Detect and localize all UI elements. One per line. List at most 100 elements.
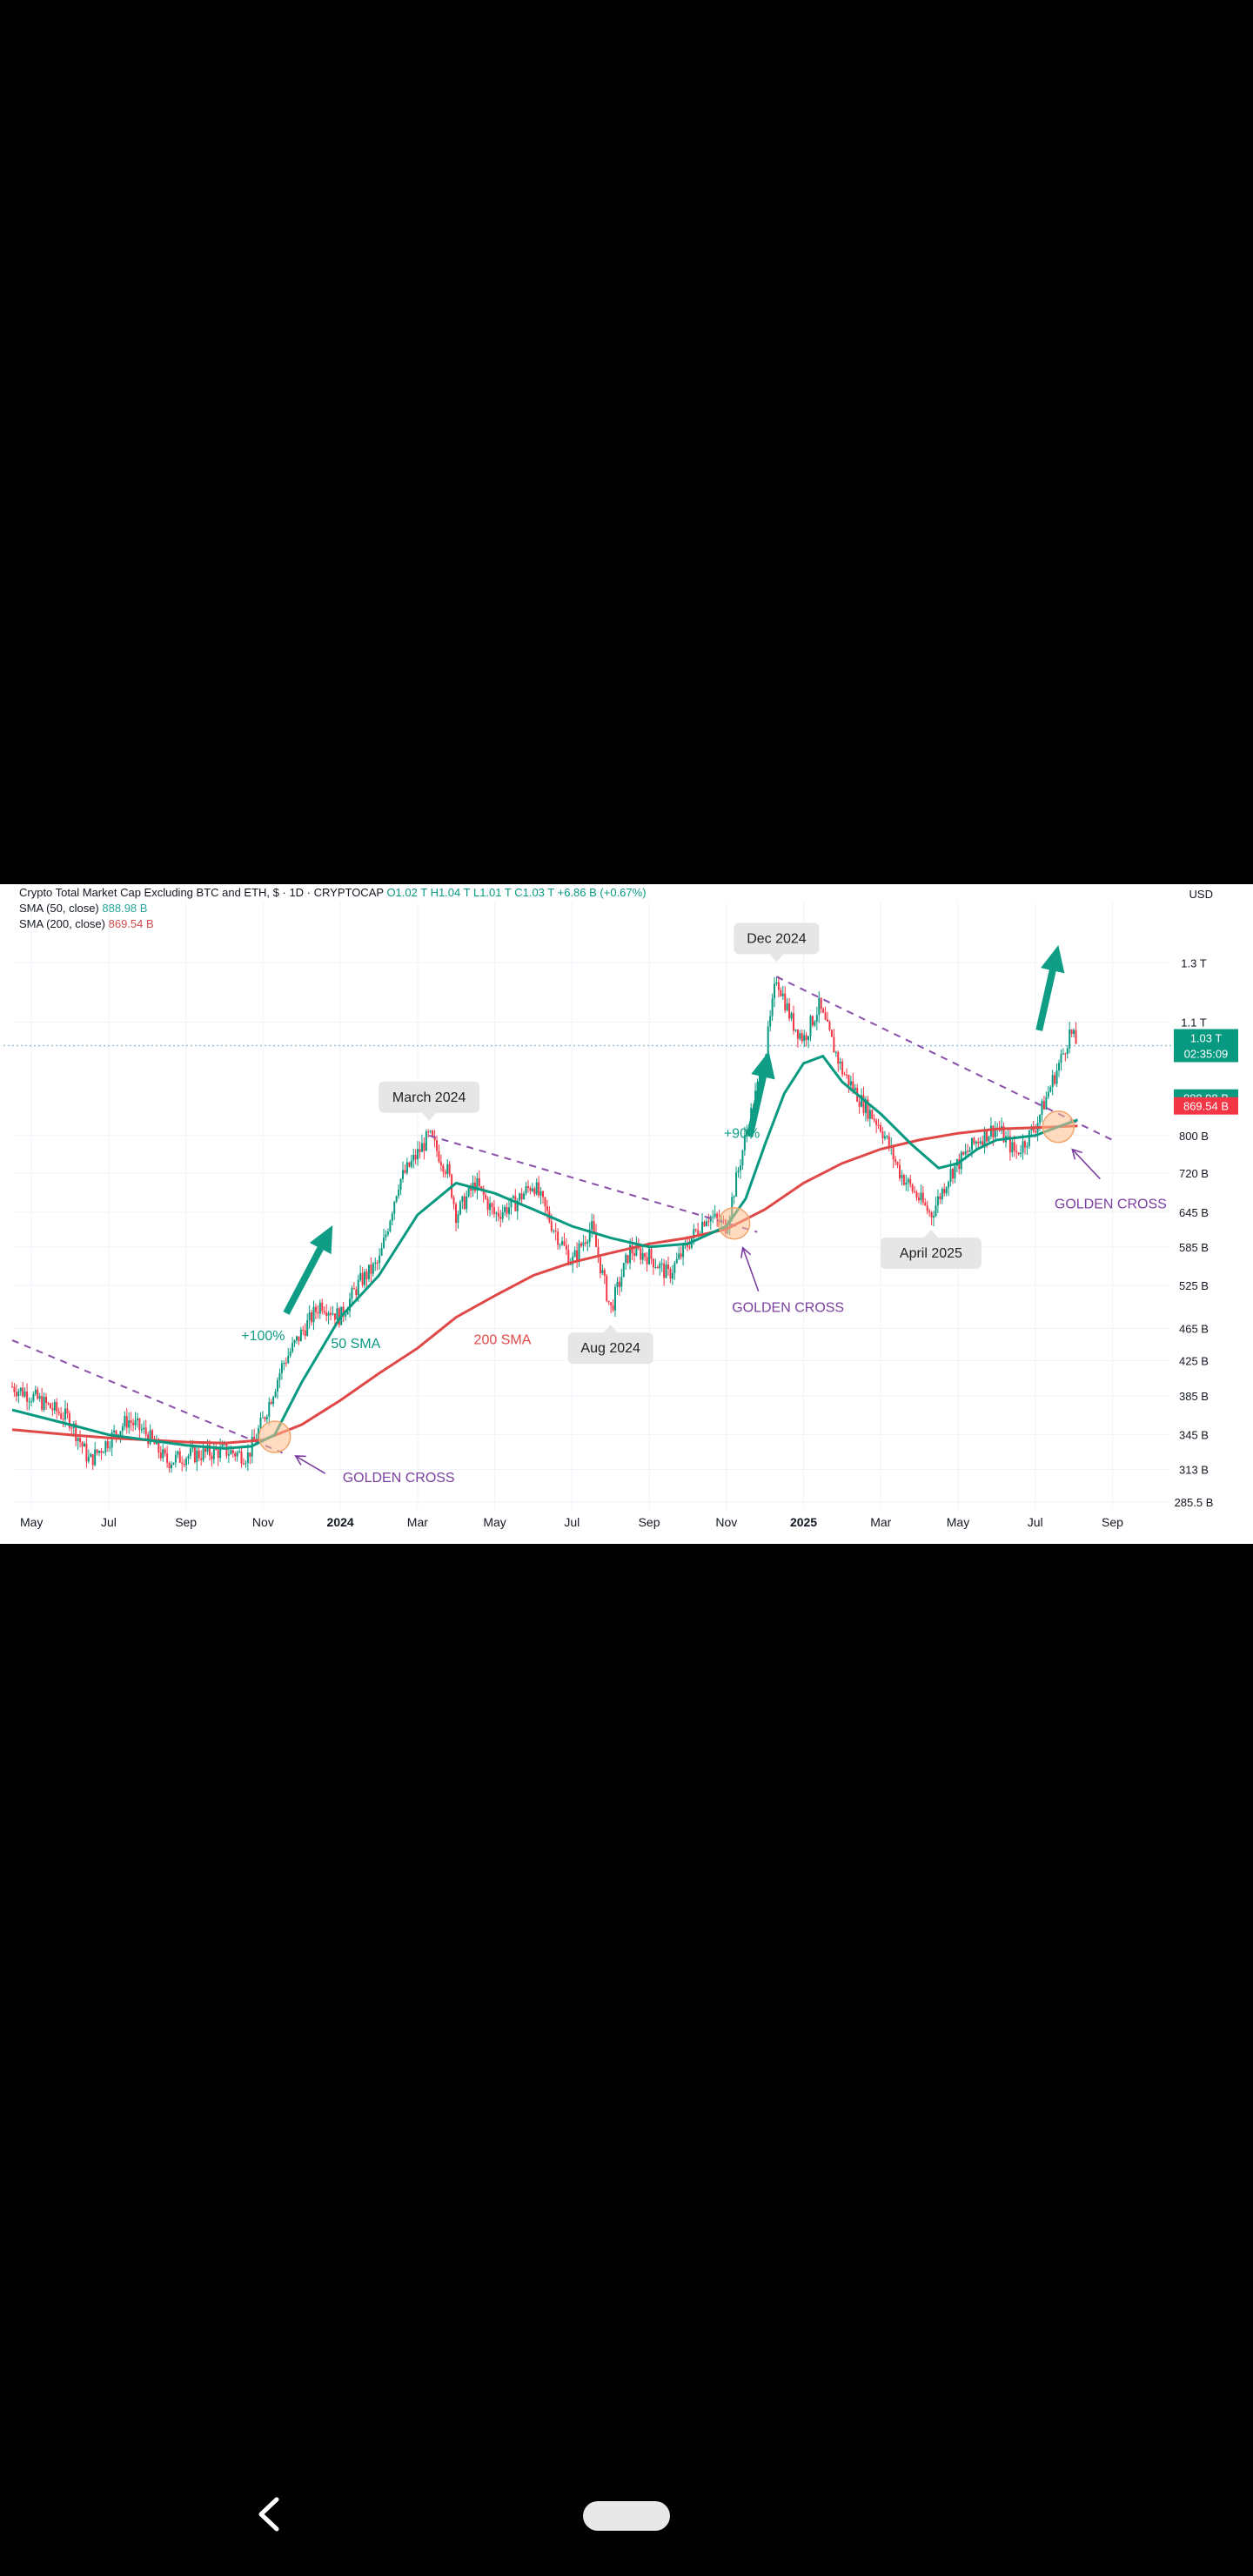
candle-body bbox=[881, 1131, 884, 1138]
candle-body bbox=[304, 1330, 306, 1336]
candle-body bbox=[550, 1221, 553, 1231]
candle-body bbox=[557, 1231, 559, 1245]
candle-body bbox=[306, 1320, 309, 1336]
candle-body bbox=[635, 1244, 638, 1256]
candle-body bbox=[393, 1201, 396, 1214]
candle-body bbox=[703, 1221, 706, 1226]
candle-body bbox=[1015, 1150, 1018, 1153]
candle-body bbox=[128, 1420, 131, 1428]
candle-body bbox=[109, 1447, 111, 1449]
x-axis-tick-label: Sep bbox=[1102, 1515, 1123, 1529]
candle-body bbox=[514, 1196, 517, 1211]
candle-body bbox=[79, 1438, 82, 1443]
navigation-bar bbox=[0, 2454, 1253, 2576]
candle-body bbox=[1064, 1053, 1067, 1055]
candle-body bbox=[342, 1306, 345, 1317]
candle-body bbox=[26, 1392, 29, 1402]
candle-body bbox=[480, 1186, 483, 1189]
candle-body bbox=[259, 1417, 262, 1429]
candle-body bbox=[936, 1196, 939, 1206]
y-axis-tick-label: 285.5 B bbox=[1175, 1496, 1214, 1509]
candle-body bbox=[688, 1246, 691, 1248]
candle-body bbox=[140, 1429, 143, 1431]
candle-body bbox=[892, 1145, 895, 1160]
y-axis-tick-label: 313 B bbox=[1179, 1463, 1209, 1476]
candle-body bbox=[803, 1035, 806, 1042]
candle-body bbox=[149, 1430, 151, 1445]
candle-body bbox=[843, 1074, 846, 1076]
candle-body bbox=[739, 1165, 741, 1171]
candle-body bbox=[533, 1188, 536, 1195]
last-price-tag-text: 1.03 T bbox=[1190, 1031, 1223, 1044]
candle-body bbox=[171, 1464, 173, 1469]
candle-body bbox=[174, 1454, 177, 1463]
candle-body bbox=[398, 1190, 400, 1197]
candle-body bbox=[470, 1186, 472, 1191]
candle-body bbox=[784, 993, 787, 1010]
candle-body bbox=[272, 1397, 275, 1405]
candle-body bbox=[457, 1214, 459, 1224]
candle-body bbox=[410, 1160, 412, 1167]
candle-body bbox=[801, 1033, 803, 1042]
candle-body bbox=[820, 997, 822, 1010]
candle-body bbox=[673, 1263, 676, 1273]
candle-body bbox=[352, 1288, 355, 1290]
candle-body bbox=[299, 1329, 302, 1342]
golden-cross-marker bbox=[258, 1420, 291, 1453]
candle-body bbox=[211, 1455, 213, 1459]
candle-body bbox=[877, 1124, 880, 1126]
candle-body bbox=[622, 1263, 625, 1278]
candle-body bbox=[336, 1308, 338, 1320]
candle-body bbox=[573, 1250, 576, 1258]
candle-body bbox=[948, 1181, 950, 1188]
date-callout-box bbox=[880, 1238, 982, 1270]
candle-body bbox=[253, 1437, 256, 1439]
candle-body bbox=[693, 1229, 695, 1238]
candle-body bbox=[414, 1154, 417, 1160]
x-axis-tick-label: May bbox=[20, 1515, 43, 1529]
candle-body bbox=[917, 1197, 920, 1201]
candle-body bbox=[134, 1420, 137, 1426]
candle-body bbox=[977, 1141, 980, 1144]
back-arrow-icon[interactable] bbox=[252, 2492, 287, 2536]
candle-body bbox=[280, 1363, 283, 1373]
candle-body bbox=[735, 1172, 738, 1197]
candle-body bbox=[858, 1101, 861, 1107]
candle-body bbox=[845, 1074, 848, 1076]
candle-body bbox=[921, 1192, 924, 1203]
currency-label: USD bbox=[1189, 888, 1213, 901]
gain-arrow-2 bbox=[746, 1051, 775, 1137]
home-gesture-pill[interactable] bbox=[583, 2501, 670, 2531]
price-chart[interactable]: 50 SMA 200 SMA GOLDEN CROSS GOLDEN CROSS GOL… bbox=[0, 884, 1253, 1544]
candle-body bbox=[380, 1248, 383, 1256]
candle-body bbox=[504, 1206, 506, 1212]
candle-body bbox=[408, 1162, 411, 1167]
candle-body bbox=[13, 1386, 16, 1392]
candle-body bbox=[811, 1016, 814, 1026]
candle-body bbox=[501, 1211, 504, 1219]
x-axis-tick-label: May bbox=[947, 1515, 969, 1529]
date-callout-pointer bbox=[603, 1325, 618, 1333]
candle-body bbox=[1039, 1115, 1042, 1124]
candle-body bbox=[367, 1265, 370, 1279]
ohlc-change: +6.86 B (+0.67%) bbox=[557, 886, 647, 899]
candle-body bbox=[861, 1095, 863, 1107]
candle-body bbox=[631, 1244, 633, 1254]
candle-body bbox=[91, 1453, 94, 1466]
candle-body bbox=[659, 1263, 661, 1269]
candle-body bbox=[202, 1448, 204, 1460]
candle-body bbox=[1045, 1097, 1048, 1110]
candle-body bbox=[187, 1455, 190, 1459]
date-callout-pointer bbox=[422, 1112, 437, 1121]
candle-body bbox=[694, 1229, 697, 1231]
sma200-chart-label: 200 SMA bbox=[474, 1333, 532, 1348]
candle-body bbox=[283, 1362, 285, 1364]
candle-body bbox=[287, 1355, 290, 1364]
y-axis-tick-label: 385 B bbox=[1179, 1390, 1209, 1403]
candle-body bbox=[345, 1314, 347, 1317]
candle-body bbox=[767, 1026, 769, 1055]
candle-body bbox=[841, 1061, 844, 1075]
candle-body bbox=[64, 1408, 67, 1420]
candle-body bbox=[404, 1170, 406, 1173]
candle-body bbox=[958, 1159, 961, 1170]
